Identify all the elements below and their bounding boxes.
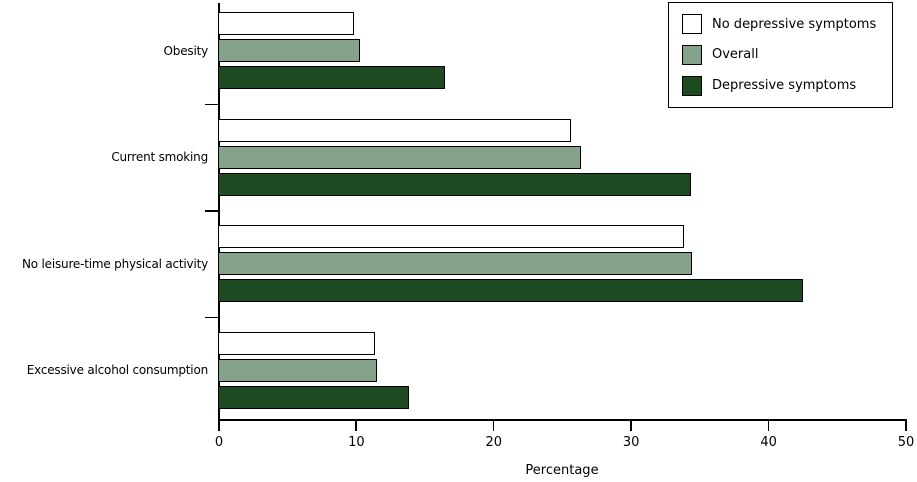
x-axis-tick-label: 20 [485, 435, 503, 450]
bar [218, 118, 572, 142]
legend-item: Overall [682, 44, 892, 65]
x-axis-tick-label: 10 [348, 435, 365, 450]
bar [218, 252, 693, 275]
category-label: Current smoking [111, 150, 208, 164]
x-axis-tick [492, 420, 495, 431]
y-axis-group-tick [205, 316, 218, 319]
bar [218, 66, 445, 89]
legend-swatch [682, 75, 702, 96]
bar [218, 331, 375, 355]
bar [218, 172, 691, 196]
category-label: No leisure-time physical activity [22, 256, 208, 271]
bar [218, 358, 378, 382]
x-axis-tick [218, 420, 220, 431]
x-axis-tick-label: 0 [214, 435, 224, 450]
x-axis-tick-label: 40 [760, 435, 777, 450]
x-axis-title: Percentage [525, 463, 599, 478]
legend-swatch [682, 44, 702, 65]
bar [218, 279, 804, 302]
y-axis-group-tick [205, 210, 218, 212]
x-axis-line [218, 419, 907, 421]
y-axis-line [218, 3, 220, 421]
legend-swatch [682, 14, 702, 35]
legend-item: No depressive symptoms [682, 14, 892, 35]
category-label: Excessive alcohol consumption [26, 363, 208, 377]
legend-label: No depressive symptoms [712, 16, 877, 32]
bar [218, 145, 581, 169]
legend-label: Depressive symptoms [712, 78, 857, 94]
y-axis-group-tick [205, 103, 218, 106]
x-axis-tick-label: 30 [622, 435, 640, 450]
bar [218, 39, 360, 62]
bar [218, 12, 355, 35]
x-axis-tick [630, 420, 632, 431]
bar [218, 225, 684, 248]
legend-item: Depressive symptoms [682, 75, 892, 96]
category-label: Obesity [163, 43, 209, 58]
x-axis-tick [767, 420, 770, 431]
x-axis-tick [905, 420, 907, 431]
bar [218, 385, 409, 409]
legend-label: Overall [712, 47, 759, 63]
x-axis-tick [355, 420, 357, 431]
legend: No depressive symptoms Overall Depressive … [668, 2, 893, 108]
x-axis-tick-label: 50 [897, 435, 915, 450]
